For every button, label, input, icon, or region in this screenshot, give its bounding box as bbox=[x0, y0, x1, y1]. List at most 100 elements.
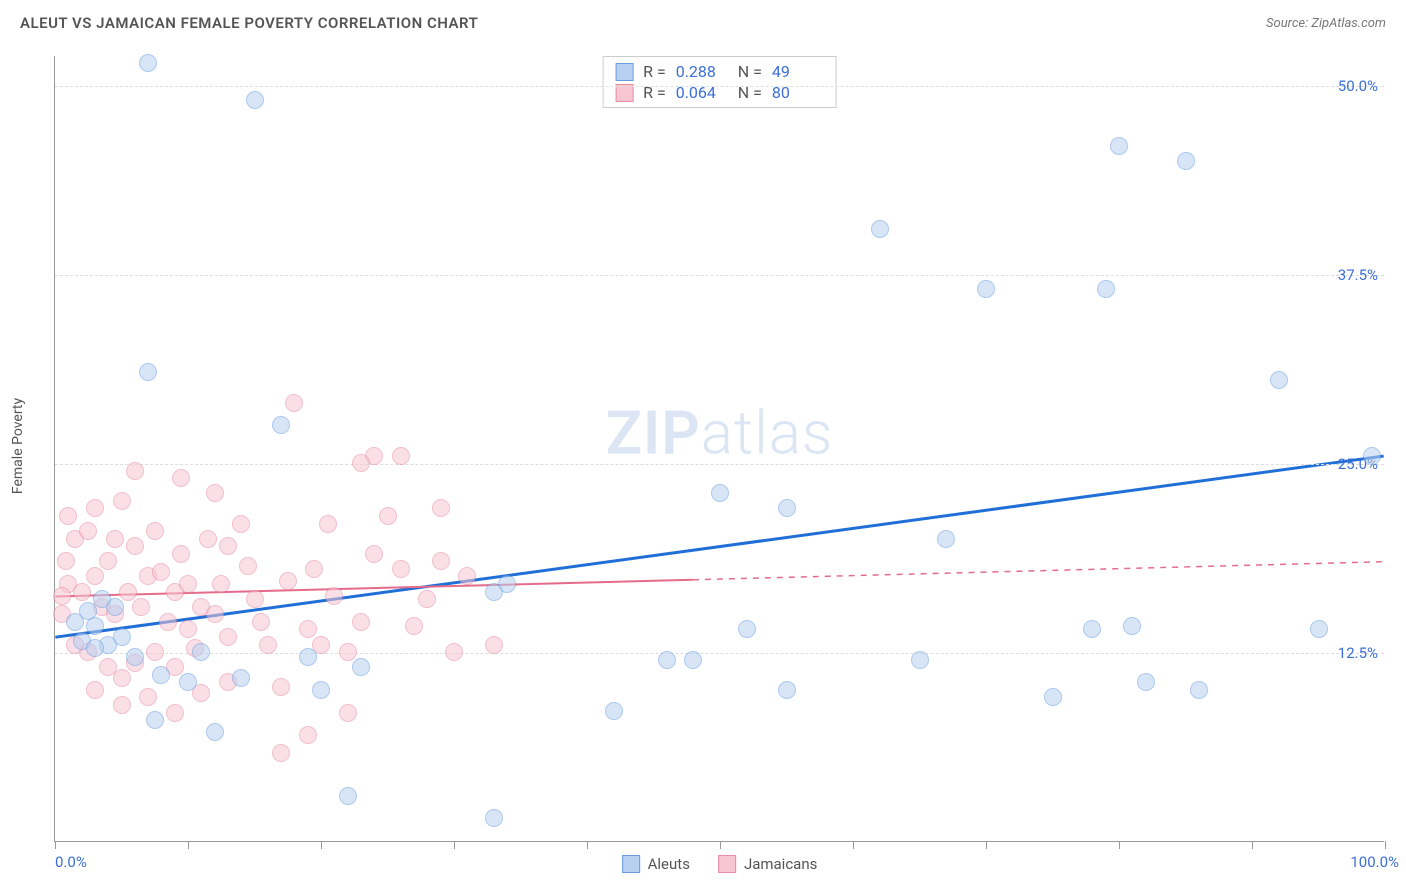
data-point bbox=[1310, 620, 1328, 638]
data-point bbox=[711, 484, 729, 502]
x-tick bbox=[188, 841, 189, 849]
data-point bbox=[206, 605, 224, 623]
data-point bbox=[272, 744, 290, 762]
series-swatch bbox=[615, 63, 633, 81]
data-point bbox=[139, 688, 157, 706]
data-point bbox=[179, 620, 197, 638]
series-legend: Aleuts Jamaicans bbox=[622, 855, 818, 873]
x-tick bbox=[55, 841, 56, 849]
data-point bbox=[339, 704, 357, 722]
data-point bbox=[139, 363, 157, 381]
data-point bbox=[86, 567, 104, 585]
data-point bbox=[259, 636, 277, 654]
data-point bbox=[937, 530, 955, 548]
data-point bbox=[86, 499, 104, 517]
data-point bbox=[86, 639, 104, 657]
data-point bbox=[146, 522, 164, 540]
legend-item: Jamaicans bbox=[718, 855, 817, 873]
n-value: 49 bbox=[772, 62, 824, 81]
data-point bbox=[272, 416, 290, 434]
y-axis-label: Female Poverty bbox=[10, 398, 26, 494]
data-point bbox=[1110, 137, 1128, 155]
data-point bbox=[977, 280, 995, 298]
data-point bbox=[485, 636, 503, 654]
data-point bbox=[206, 723, 224, 741]
r-label: R = bbox=[643, 62, 666, 81]
data-point bbox=[99, 552, 117, 570]
data-point bbox=[139, 54, 157, 72]
source-attribution: Source: ZipAtlas.com bbox=[1266, 16, 1386, 31]
data-point bbox=[1363, 447, 1381, 465]
data-point bbox=[1044, 688, 1062, 706]
data-point bbox=[152, 666, 170, 684]
gridline bbox=[55, 275, 1384, 276]
data-point bbox=[206, 484, 224, 502]
data-point bbox=[418, 590, 436, 608]
data-point bbox=[152, 563, 170, 581]
data-point bbox=[319, 515, 337, 533]
r-value: 0.288 bbox=[676, 62, 728, 81]
data-point bbox=[179, 575, 197, 593]
data-point bbox=[246, 590, 264, 608]
data-point bbox=[232, 669, 250, 687]
x-tick bbox=[454, 841, 455, 849]
data-point bbox=[86, 681, 104, 699]
data-point bbox=[119, 583, 137, 601]
data-point bbox=[485, 809, 503, 827]
y-tick-label: 12.5% bbox=[1338, 644, 1378, 662]
x-tick bbox=[986, 841, 987, 849]
data-point bbox=[146, 643, 164, 661]
data-point bbox=[59, 507, 77, 525]
data-point bbox=[1097, 280, 1115, 298]
data-point bbox=[1123, 617, 1141, 635]
data-point bbox=[219, 628, 237, 646]
data-point bbox=[299, 648, 317, 666]
data-point bbox=[605, 702, 623, 720]
data-point bbox=[246, 91, 264, 109]
data-point bbox=[458, 567, 476, 585]
legend-swatch bbox=[718, 855, 736, 873]
data-point bbox=[219, 537, 237, 555]
data-point bbox=[179, 673, 197, 691]
data-point bbox=[405, 617, 423, 635]
data-point bbox=[379, 507, 397, 525]
watermark: ZIPatlas bbox=[606, 397, 834, 468]
data-point bbox=[132, 598, 150, 616]
x-tick bbox=[1119, 841, 1120, 849]
data-point bbox=[684, 651, 702, 669]
legend-label: Aleuts bbox=[648, 855, 690, 873]
data-point bbox=[365, 545, 383, 563]
x-tick bbox=[1385, 841, 1386, 849]
data-point bbox=[445, 643, 463, 661]
data-point bbox=[53, 587, 71, 605]
data-point bbox=[305, 560, 323, 578]
data-point bbox=[159, 613, 177, 631]
gridline bbox=[55, 86, 1384, 87]
data-point bbox=[57, 552, 75, 570]
data-point bbox=[352, 613, 370, 631]
gridline bbox=[55, 653, 1384, 654]
data-point bbox=[352, 454, 370, 472]
data-point bbox=[172, 469, 190, 487]
data-point bbox=[658, 651, 676, 669]
data-point bbox=[93, 590, 111, 608]
data-point bbox=[432, 552, 450, 570]
data-point bbox=[252, 613, 270, 631]
data-point bbox=[778, 499, 796, 517]
data-point bbox=[339, 787, 357, 805]
data-point bbox=[172, 545, 190, 563]
data-point bbox=[126, 462, 144, 480]
data-point bbox=[113, 628, 131, 646]
data-point bbox=[199, 530, 217, 548]
data-point bbox=[99, 658, 117, 676]
data-point bbox=[272, 678, 290, 696]
legend-label: Jamaicans bbox=[744, 855, 817, 873]
x-tick bbox=[720, 841, 721, 849]
data-point bbox=[232, 515, 250, 533]
x-axis-min-label: 0.0% bbox=[55, 853, 87, 871]
data-point bbox=[126, 648, 144, 666]
scatter-chart: ZIPatlas R = 0.288N = 49R = 0.064N = 80 … bbox=[54, 56, 1384, 842]
data-point bbox=[871, 220, 889, 238]
data-point bbox=[1190, 681, 1208, 699]
data-point bbox=[325, 587, 343, 605]
